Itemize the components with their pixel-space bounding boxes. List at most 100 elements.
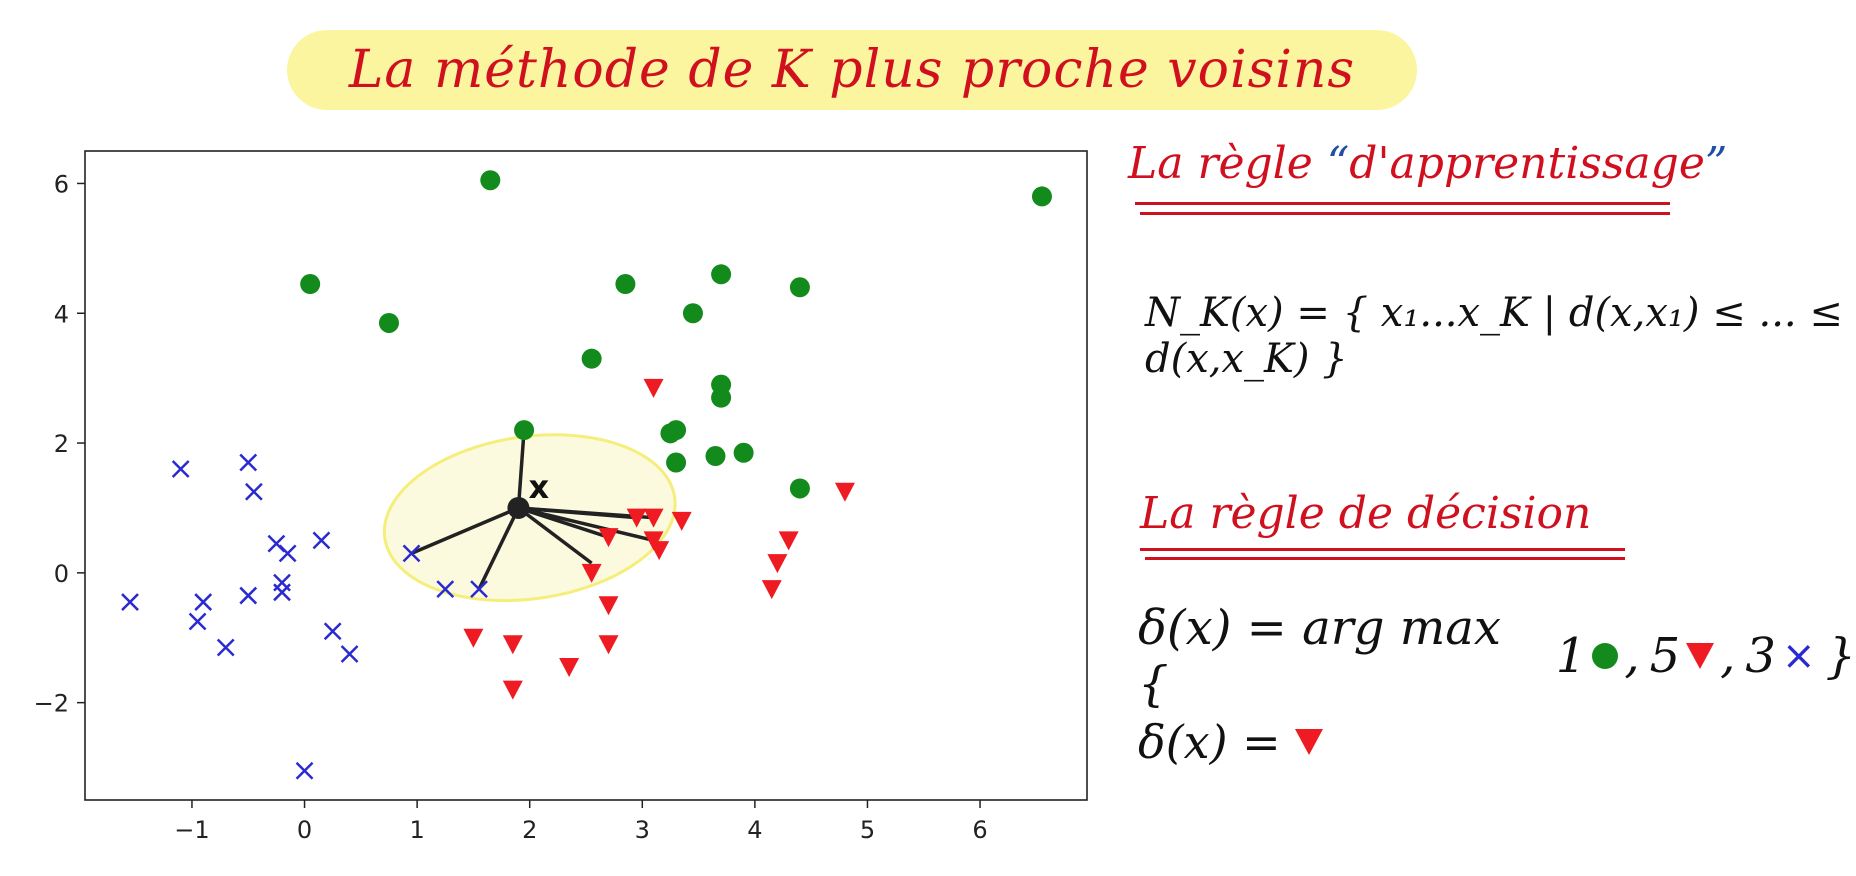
blue-point — [188, 612, 207, 631]
blue-point — [171, 460, 190, 478]
red-point — [643, 378, 664, 398]
red-point — [649, 541, 670, 561]
decision-rule-underline-2 — [1145, 557, 1625, 560]
vote-blue: 3 × — [1745, 628, 1815, 684]
neighbor-line — [477, 507, 521, 590]
decision-rule-title: La règle de décision — [1140, 488, 1592, 539]
green-point — [666, 452, 687, 473]
blue-point — [470, 580, 488, 598]
green-point — [300, 274, 321, 295]
blue-point — [340, 645, 359, 663]
green-point — [705, 446, 726, 467]
learning-rule-prefix: La règle — [1128, 138, 1327, 189]
blue-point — [194, 593, 213, 611]
blue-point — [402, 544, 421, 563]
blue-point — [216, 638, 235, 657]
decision-formula-suffix: } — [1825, 628, 1856, 684]
decision-result-prefix: δ(x) = — [1138, 715, 1281, 769]
green-point — [711, 264, 732, 285]
red-point — [761, 580, 782, 600]
red-point — [559, 657, 580, 677]
x-tick-label: 6 — [972, 816, 987, 844]
neighbor-line — [518, 506, 654, 543]
neighbor-line — [516, 429, 526, 509]
page-title: La méthode de K plus proche voisins — [348, 40, 1356, 100]
red-point — [778, 531, 799, 551]
blue-point — [278, 544, 297, 563]
red-point — [834, 482, 855, 502]
green-point — [514, 420, 535, 441]
learning-rule-underline — [1135, 202, 1670, 205]
query-point — [507, 496, 530, 519]
blue-point — [323, 622, 342, 641]
x-tick-label: 2 — [522, 816, 537, 844]
green-point — [480, 170, 501, 191]
decision-result: δ(x) = — [1138, 715, 1323, 769]
red-point — [463, 628, 484, 648]
y-tick-label: 6 — [54, 170, 69, 198]
title-banner: La méthode de K plus proche voisins — [287, 30, 1417, 110]
vote-red-count: 5 — [1649, 628, 1681, 684]
green-circle-icon — [1592, 643, 1619, 669]
red-point — [598, 596, 619, 616]
blue-point — [273, 573, 291, 592]
red-triangle-icon — [1294, 729, 1323, 755]
vote-red: 5, — [1649, 628, 1736, 684]
query-point-label: x — [528, 468, 549, 506]
blue-point — [121, 593, 139, 611]
red-triangle-icon — [1686, 643, 1715, 669]
red-point — [502, 635, 523, 655]
blue-point — [239, 453, 258, 472]
decision-formula: δ(x) = arg max { 1, 5, 3 × } — [1138, 600, 1856, 712]
knn-scatter-chart: x −1 0 1 2 3 4 5 6 −2 0 2 4 6 — [34, 150, 1088, 844]
red-point — [671, 511, 692, 531]
red-point — [598, 528, 619, 548]
green-point — [378, 312, 399, 333]
y-tick-label: 2 — [54, 430, 69, 458]
green-point — [733, 442, 754, 463]
decision-formula-prefix: δ(x) = arg max { — [1138, 600, 1501, 712]
neighbor-line — [410, 506, 520, 555]
green-point — [581, 348, 602, 369]
red-point — [643, 508, 664, 528]
red-point — [502, 680, 523, 700]
blue-point — [312, 531, 331, 550]
green-point — [682, 303, 703, 324]
vote-green-count: 1 — [1555, 628, 1587, 684]
green-point — [789, 478, 810, 499]
y-tick-label: −2 — [34, 690, 69, 718]
x-tick-label: 4 — [747, 816, 762, 844]
decision-rule-underline — [1140, 548, 1625, 551]
quote-open: “ — [1326, 138, 1350, 189]
blue-point — [436, 580, 455, 598]
y-tick-label: 4 — [54, 300, 69, 328]
x-tick-label: 0 — [297, 816, 312, 844]
green-point — [789, 277, 810, 298]
x-tick-label: 5 — [860, 816, 875, 844]
plot-frame — [84, 150, 1088, 801]
green-point — [660, 423, 681, 444]
learning-rule-underline-2 — [1140, 212, 1670, 215]
neighborhood-formula: N_K(x) = { x₁...x_K | d(x,x₁) ≤ ... ≤ d(… — [1145, 290, 1843, 382]
learning-rule-label: d'apprentissage — [1349, 138, 1705, 189]
vote-green: 1, — [1555, 628, 1640, 684]
green-point — [615, 274, 636, 295]
red-point — [643, 531, 664, 551]
red-point — [598, 635, 619, 655]
quote-close: ” — [1704, 138, 1728, 189]
blue-point — [239, 586, 258, 605]
blue-point — [244, 482, 263, 501]
learning-rule-title: La règle “d'apprentissage” — [1128, 138, 1727, 189]
x-tick-label: 3 — [635, 816, 650, 844]
green-point — [711, 387, 732, 408]
green-point — [1031, 186, 1052, 207]
red-point — [626, 508, 647, 528]
neighbor-line — [517, 506, 593, 565]
vote-blue-count: 3 — [1745, 628, 1776, 684]
red-point — [767, 554, 788, 574]
red-point — [581, 563, 602, 583]
blue-point — [295, 761, 314, 780]
x-tick-label: 1 — [409, 816, 424, 844]
blue-cross-icon: × — [1781, 633, 1816, 679]
y-tick-label: 0 — [54, 560, 69, 588]
